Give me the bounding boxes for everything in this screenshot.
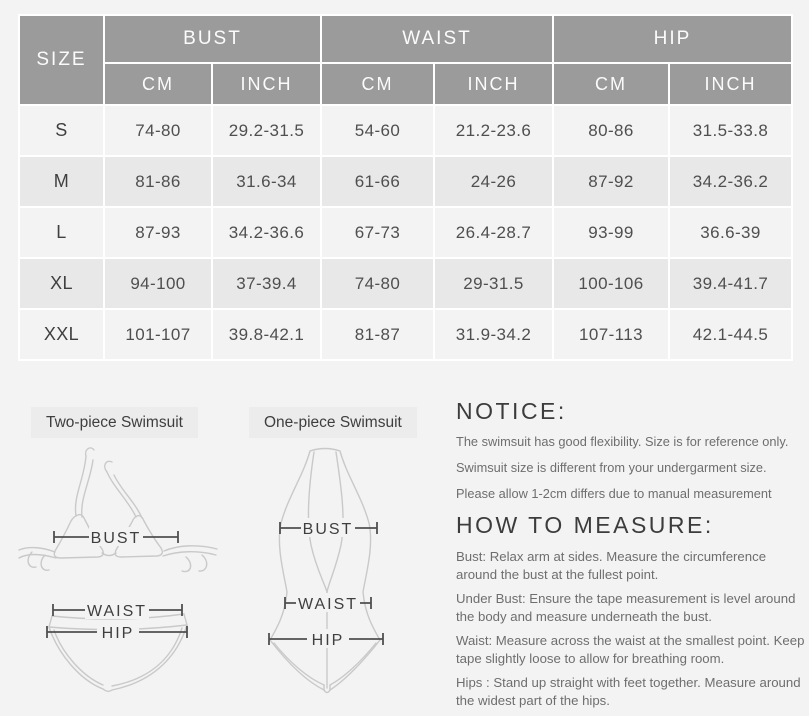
notice-line: Please allow 1-2cm differs due to manual…: [456, 485, 772, 501]
value-cell: 39.8-42.1: [211, 308, 322, 361]
size-cell: XXL: [18, 308, 105, 361]
value-cell: 24-26: [433, 155, 554, 208]
notice-line: Swimsuit size is different from your und…: [456, 459, 767, 475]
how-to-measure-heading: HOW TO MEASURE:: [456, 511, 714, 538]
value-cell: 101-107: [103, 308, 213, 361]
value-cell: 94-100: [103, 257, 213, 310]
value-cell: 31.9-34.2: [433, 308, 554, 361]
value-cell: 29-31.5: [433, 257, 554, 310]
info-column: NOTICE: The swimsuit has good flexibilit…: [456, 398, 806, 716]
hip-group-header: HIP: [552, 14, 793, 64]
value-cell: 37-39.4: [211, 257, 322, 310]
bust-cm-header: CM: [103, 62, 213, 106]
value-cell: 31.6-34: [211, 155, 322, 208]
group-header-row: SIZE BUST WAIST HIP: [18, 14, 793, 106]
size-cell: M: [18, 155, 105, 208]
value-cell: 31.5-33.8: [668, 104, 793, 157]
table-row-s: S 74-80 29.2-31.5 54-60 21.2-23.6 80-86 …: [18, 104, 793, 157]
value-cell: 80-86: [552, 104, 670, 157]
two-piece-bust-label: BUST: [91, 530, 142, 547]
size-cell: XL: [18, 257, 105, 310]
one-piece-swimsuit-diagram: BUST WAIST HIP: [268, 447, 384, 694]
value-cell: 39.4-41.7: [668, 257, 793, 310]
two-piece-waist-label: WAIST: [87, 603, 147, 620]
value-cell: 34.2-36.2: [668, 155, 793, 208]
notice-heading: NOTICE:: [456, 398, 567, 424]
waist-inch-header: INCH: [433, 62, 554, 106]
value-cell: 87-93: [103, 206, 213, 259]
value-cell: 54-60: [320, 104, 435, 157]
two-piece-hip-label: HIP: [102, 625, 135, 642]
one-piece-bust-label: BUST: [303, 521, 354, 538]
value-cell: 100-106: [552, 257, 670, 310]
two-piece-sketch: [18, 447, 218, 692]
two-piece-label: Two-piece Swimsuit: [31, 407, 198, 438]
value-cell: 29.2-31.5: [211, 104, 322, 157]
size-chart-table: SIZE BUST WAIST HIP CM INCH CM INCH CM I…: [18, 14, 793, 361]
unit-header-row: CM INCH CM INCH CM INCH: [19, 62, 793, 106]
hip-cm-header: CM: [552, 62, 670, 106]
table-row-xxl: XXL 101-107 39.8-42.1 81-87 31.9-34.2 10…: [18, 308, 793, 361]
one-piece-waist-label: WAIST: [298, 596, 358, 613]
one-piece-label: One-piece Swimsuit: [249, 407, 417, 438]
bust-inch-header: INCH: [211, 62, 322, 106]
two-piece-swimsuit-diagram: BUST WAIST HIP: [18, 447, 218, 692]
value-cell: 107-113: [552, 308, 670, 361]
one-piece-measure-lines: BUST WAIST HIP: [268, 518, 384, 649]
waist-group-header: WAIST: [320, 14, 554, 64]
table-row-xl: XL 94-100 37-39.4 74-80 29-31.5 100-106 …: [18, 257, 793, 310]
value-cell: 61-66: [320, 155, 435, 208]
value-cell: 21.2-23.6: [433, 104, 554, 157]
value-cell: 67-73: [320, 206, 435, 259]
one-piece-hip-label: HIP: [312, 632, 345, 649]
size-column-header: SIZE: [18, 14, 105, 106]
notice-line: The swimsuit has good flexibility. Size …: [456, 434, 789, 449]
value-cell: 93-99: [552, 206, 670, 259]
size-cell: S: [18, 104, 105, 157]
value-cell: 26.4-28.7: [433, 206, 554, 259]
size-cell: L: [18, 206, 105, 259]
measure-instruction-hips: Hips : Stand up straight with feet toget…: [456, 675, 801, 708]
one-piece-sketch: [269, 447, 381, 694]
value-cell: 81-86: [103, 155, 213, 208]
hip-inch-header: INCH: [668, 62, 793, 106]
value-cell: 36.6-39: [668, 206, 793, 259]
measure-instruction-bust: Bust: Relax arm at sides. Measure the ci…: [456, 548, 767, 582]
value-cell: 87-92: [552, 155, 670, 208]
value-cell: 74-80: [320, 257, 435, 310]
value-cell: 74-80: [103, 104, 213, 157]
table-row-l: L 87-93 34.2-36.6 67-73 26.4-28.7 93-99 …: [18, 206, 793, 259]
two-piece-measure-lines: BUST WAIST HIP: [46, 527, 188, 642]
measure-instruction-underbust: Under Bust: Ensure the tape measurement …: [456, 591, 796, 624]
value-cell: 81-87: [320, 308, 435, 361]
value-cell: 42.1-44.5: [668, 308, 793, 361]
table-row-m: M 81-86 31.6-34 61-66 24-26 87-92 34.2-3…: [18, 155, 793, 208]
bust-group-header: BUST: [103, 14, 322, 64]
waist-cm-header: CM: [320, 62, 435, 106]
measure-instruction-waist: Waist: Measure across the waist at the s…: [456, 633, 805, 666]
value-cell: 34.2-36.6: [211, 206, 322, 259]
